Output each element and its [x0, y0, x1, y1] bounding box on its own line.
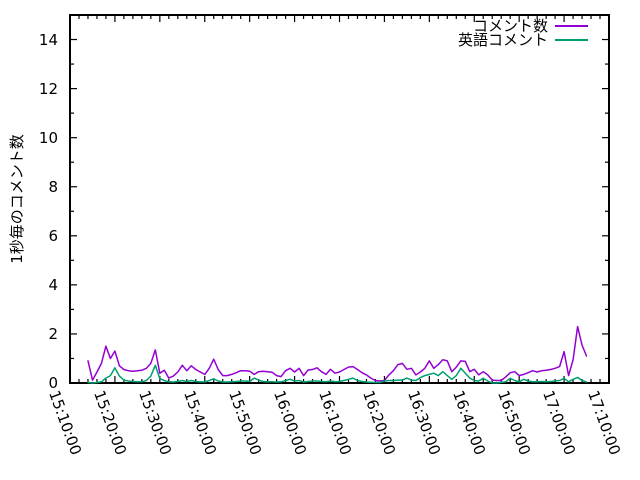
legend-label: 英語コメント — [457, 31, 548, 49]
y-tick-label: 14 — [38, 30, 58, 49]
plot-border — [69, 14, 610, 384]
legend-item: コメント数 — [458, 17, 588, 35]
legend-item: 英語コメント — [457, 31, 588, 49]
legend-line-sample — [555, 25, 588, 27]
series-line-1 — [87, 364, 588, 384]
series-line-0 — [87, 325, 588, 382]
y-tick-label: 0 — [48, 374, 58, 392]
axis-ticks — [69, 15, 610, 384]
legend: コメント数 英語コメント — [457, 17, 588, 49]
legend-line-sample — [555, 39, 588, 41]
y-tick-label: 12 — [38, 79, 58, 98]
y-tick-label: 8 — [48, 177, 58, 196]
y-tick-label: 4 — [48, 275, 58, 294]
legend-label: コメント数 — [472, 17, 548, 35]
y-tick-label: 10 — [38, 128, 58, 147]
y-tick-label: 2 — [48, 324, 58, 343]
y-tick-label: 6 — [48, 226, 58, 245]
